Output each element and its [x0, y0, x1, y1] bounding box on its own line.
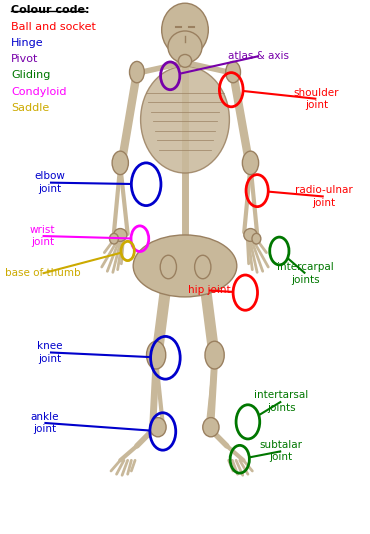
Ellipse shape: [244, 229, 257, 241]
Text: shoulder
joint: shoulder joint: [294, 88, 339, 110]
Point: [83, 7, 87, 14]
Ellipse shape: [205, 341, 224, 369]
Ellipse shape: [203, 418, 219, 437]
Ellipse shape: [162, 3, 208, 57]
Text: atlas & axis: atlas & axis: [229, 51, 289, 61]
Text: base of thumb: base of thumb: [5, 269, 80, 278]
Text: Saddle: Saddle: [11, 103, 49, 113]
Text: Pivot: Pivot: [11, 54, 38, 65]
Ellipse shape: [112, 151, 128, 175]
Ellipse shape: [147, 341, 166, 369]
Ellipse shape: [178, 54, 192, 67]
Point: [9, 7, 13, 14]
Text: intercarpal
joints: intercarpal joints: [277, 262, 334, 285]
Text: Hinge: Hinge: [11, 38, 44, 49]
Text: wrist
joint: wrist joint: [30, 225, 55, 247]
Text: radio-ulnar
joint: radio-ulnar joint: [295, 185, 353, 208]
Ellipse shape: [242, 151, 259, 175]
Ellipse shape: [130, 61, 144, 83]
Text: Ball and socket: Ball and socket: [11, 22, 96, 33]
Ellipse shape: [110, 233, 118, 244]
Ellipse shape: [168, 31, 202, 63]
Text: knee
joint: knee joint: [37, 341, 63, 364]
Ellipse shape: [133, 235, 237, 297]
Ellipse shape: [141, 66, 229, 173]
Text: Gliding: Gliding: [11, 70, 50, 81]
Text: Condyloid: Condyloid: [11, 87, 67, 97]
Text: elbow
joint: elbow joint: [34, 171, 65, 194]
Text: hip joint: hip joint: [188, 286, 231, 295]
Text: ankle
joint: ankle joint: [30, 412, 59, 434]
Ellipse shape: [252, 233, 261, 244]
Ellipse shape: [160, 255, 176, 279]
Text: subtalar
joint: subtalar joint: [260, 440, 303, 462]
Ellipse shape: [226, 61, 240, 83]
Text: Colour code:: Colour code:: [11, 5, 90, 15]
Ellipse shape: [150, 418, 166, 437]
Ellipse shape: [195, 255, 211, 279]
Ellipse shape: [114, 229, 127, 241]
Text: intertarsal
joints: intertarsal joints: [254, 390, 308, 413]
